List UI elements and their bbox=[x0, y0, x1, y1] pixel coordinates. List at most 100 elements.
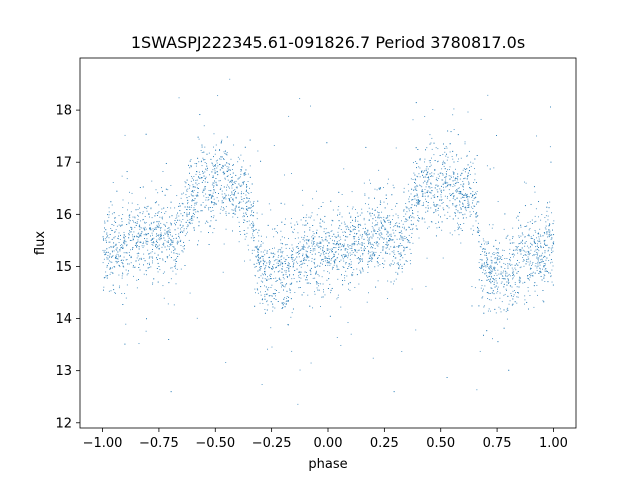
data-point bbox=[121, 262, 123, 263]
data-point bbox=[380, 222, 382, 223]
data-point bbox=[202, 157, 204, 159]
data-point bbox=[267, 276, 269, 278]
data-point bbox=[332, 209, 334, 211]
data-point bbox=[311, 240, 313, 242]
data-point bbox=[303, 237, 305, 239]
data-point bbox=[342, 280, 343, 281]
data-point bbox=[289, 283, 291, 285]
data-point bbox=[259, 257, 261, 258]
data-point bbox=[500, 311, 502, 313]
data-point bbox=[534, 242, 536, 244]
data-point bbox=[237, 216, 239, 218]
data-point bbox=[349, 245, 351, 246]
data-point bbox=[222, 165, 224, 167]
data-point bbox=[397, 272, 399, 274]
data-point bbox=[499, 261, 501, 263]
data-point bbox=[410, 263, 412, 265]
data-point bbox=[258, 229, 260, 231]
data-point bbox=[354, 236, 356, 238]
data-point bbox=[414, 182, 416, 184]
data-point bbox=[467, 172, 469, 174]
data-point bbox=[437, 161, 438, 163]
data-point bbox=[131, 256, 132, 258]
data-point bbox=[167, 231, 169, 233]
data-point bbox=[447, 185, 448, 187]
data-point bbox=[135, 224, 137, 226]
data-point bbox=[123, 266, 125, 268]
data-point bbox=[197, 210, 199, 212]
data-point bbox=[447, 211, 449, 213]
data-point bbox=[533, 254, 535, 255]
data-point bbox=[309, 229, 311, 231]
data-point bbox=[489, 168, 491, 170]
data-point bbox=[156, 247, 158, 249]
data-point bbox=[370, 246, 372, 247]
data-point bbox=[455, 155, 457, 157]
data-point bbox=[426, 182, 428, 184]
data-point bbox=[399, 245, 401, 247]
data-point bbox=[312, 250, 314, 252]
data-point bbox=[158, 244, 160, 246]
data-point bbox=[360, 271, 362, 273]
data-point bbox=[456, 191, 458, 193]
data-point bbox=[219, 158, 221, 160]
data-point bbox=[144, 226, 146, 228]
data-point bbox=[129, 191, 130, 193]
data-point bbox=[317, 264, 319, 266]
data-point bbox=[315, 271, 317, 273]
data-point bbox=[262, 242, 264, 244]
data-point bbox=[192, 190, 193, 192]
data-point bbox=[262, 281, 264, 283]
data-point bbox=[284, 261, 286, 262]
data-point bbox=[429, 173, 431, 175]
data-points bbox=[102, 78, 555, 405]
data-point bbox=[467, 200, 469, 202]
data-point bbox=[156, 224, 158, 226]
data-point bbox=[417, 176, 419, 178]
data-point bbox=[484, 270, 486, 272]
data-point bbox=[492, 278, 494, 279]
data-point bbox=[247, 244, 249, 246]
data-point bbox=[277, 264, 279, 266]
data-point bbox=[192, 191, 194, 193]
data-point bbox=[299, 271, 301, 273]
data-point bbox=[508, 282, 510, 284]
data-point bbox=[239, 202, 240, 204]
data-point bbox=[429, 187, 431, 189]
data-point bbox=[264, 261, 265, 263]
data-point bbox=[442, 179, 444, 181]
data-point bbox=[378, 187, 380, 189]
data-point bbox=[549, 201, 551, 203]
data-point bbox=[338, 240, 340, 242]
data-point bbox=[552, 250, 554, 252]
data-point bbox=[366, 229, 368, 231]
data-point bbox=[524, 299, 526, 301]
data-point bbox=[352, 225, 353, 227]
data-point bbox=[371, 251, 373, 253]
data-point bbox=[317, 289, 319, 291]
data-point bbox=[274, 295, 276, 297]
data-point bbox=[206, 220, 208, 222]
data-point bbox=[398, 245, 400, 247]
data-point bbox=[118, 232, 120, 234]
data-point bbox=[297, 262, 299, 264]
data-point bbox=[313, 241, 315, 242]
data-point bbox=[514, 249, 516, 251]
data-point bbox=[436, 189, 438, 191]
data-point bbox=[515, 246, 517, 247]
data-point bbox=[259, 302, 261, 304]
data-point bbox=[501, 278, 503, 279]
data-point bbox=[156, 215, 158, 216]
data-point bbox=[393, 252, 395, 254]
data-point bbox=[192, 219, 194, 221]
data-point bbox=[196, 179, 198, 181]
data-point bbox=[261, 213, 263, 215]
data-point bbox=[348, 288, 349, 290]
data-point bbox=[519, 282, 521, 284]
data-point bbox=[441, 168, 443, 170]
data-point bbox=[344, 223, 346, 225]
data-point bbox=[253, 215, 255, 217]
data-point bbox=[152, 234, 154, 236]
data-point bbox=[252, 229, 254, 231]
data-point bbox=[370, 215, 372, 217]
